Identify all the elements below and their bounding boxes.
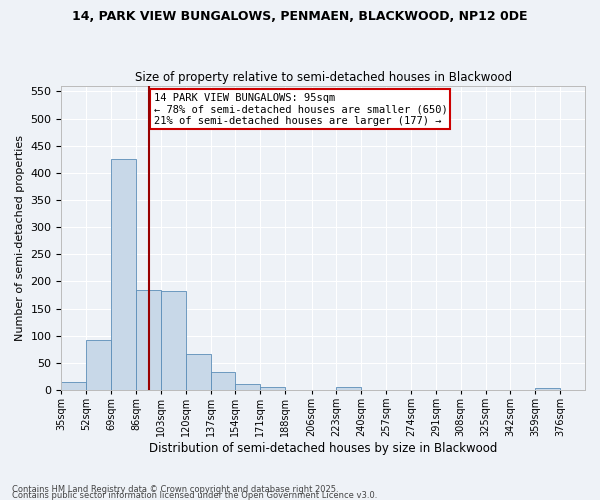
Bar	[61, 382, 86, 390]
Text: 14 PARK VIEW BUNGALOWS: 95sqm
← 78% of semi-detached houses are smaller (650)
21: 14 PARK VIEW BUNGALOWS: 95sqm ← 78% of s…	[154, 92, 447, 126]
Bar	[535, 388, 560, 390]
Bar	[136, 290, 161, 390]
Bar	[337, 388, 361, 390]
Bar	[260, 388, 285, 390]
Bar	[86, 340, 111, 390]
Bar	[111, 160, 136, 390]
Y-axis label: Number of semi-detached properties: Number of semi-detached properties	[15, 135, 25, 341]
Bar	[235, 384, 260, 390]
Text: Contains HM Land Registry data © Crown copyright and database right 2025.: Contains HM Land Registry data © Crown c…	[12, 484, 338, 494]
Text: 14, PARK VIEW BUNGALOWS, PENMAEN, BLACKWOOD, NP12 0DE: 14, PARK VIEW BUNGALOWS, PENMAEN, BLACKW…	[72, 10, 528, 23]
X-axis label: Distribution of semi-detached houses by size in Blackwood: Distribution of semi-detached houses by …	[149, 442, 497, 455]
Bar	[186, 354, 211, 390]
Bar	[161, 290, 186, 390]
Text: Contains public sector information licensed under the Open Government Licence v3: Contains public sector information licen…	[12, 490, 377, 500]
Title: Size of property relative to semi-detached houses in Blackwood: Size of property relative to semi-detach…	[134, 70, 512, 84]
Bar	[211, 372, 235, 390]
